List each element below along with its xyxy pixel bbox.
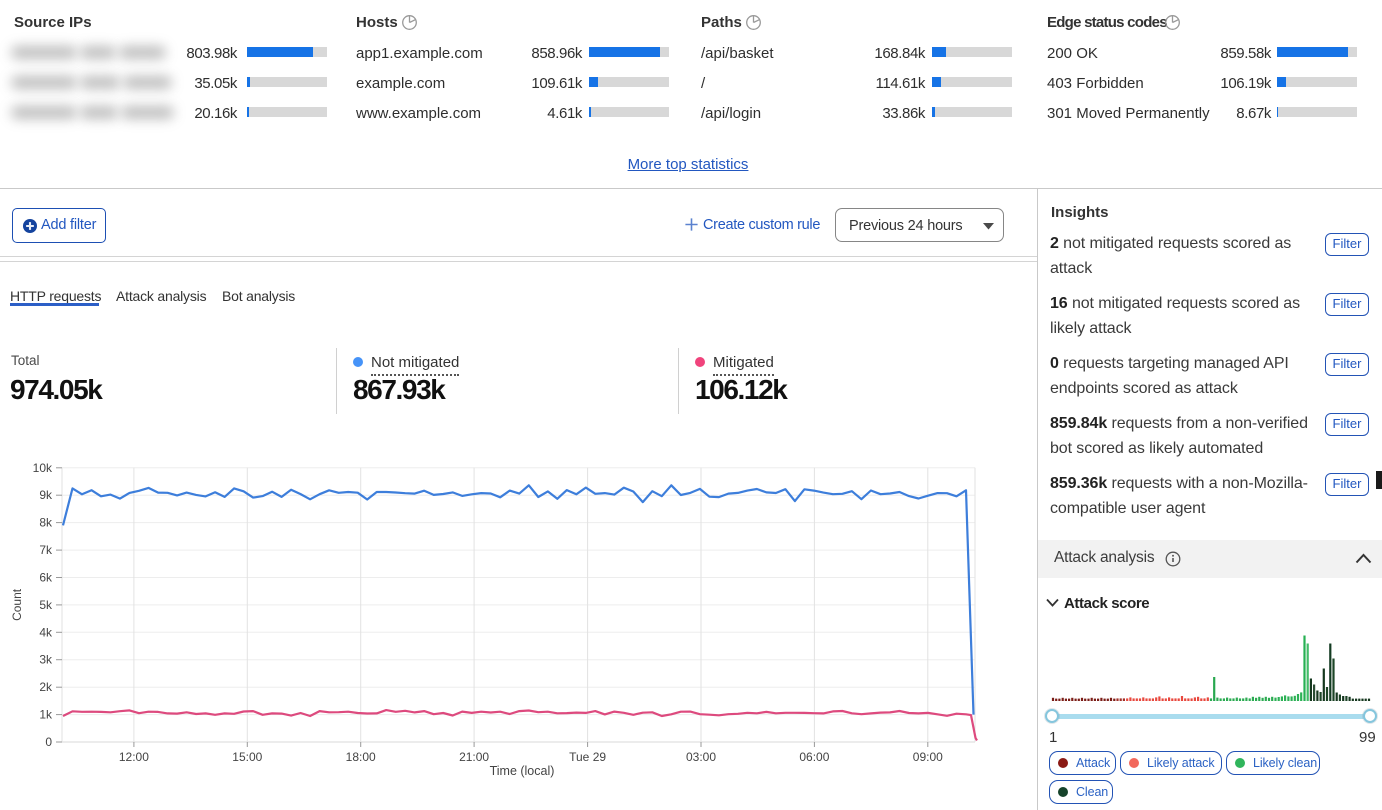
svg-text:0: 0 [45, 735, 52, 749]
svg-text:06:00: 06:00 [799, 750, 829, 764]
svg-text:6k: 6k [39, 571, 53, 585]
svg-text:09:00: 09:00 [913, 750, 943, 764]
svg-text:15:00: 15:00 [232, 750, 262, 764]
svg-text:10k: 10k [33, 461, 53, 475]
svg-text:2k: 2k [39, 680, 53, 694]
svg-text:7k: 7k [39, 543, 53, 557]
svg-text:5k: 5k [39, 598, 53, 612]
svg-text:18:00: 18:00 [346, 750, 376, 764]
svg-text:1k: 1k [39, 708, 53, 722]
svg-text:Time (local): Time (local) [490, 764, 555, 778]
svg-text:03:00: 03:00 [686, 750, 716, 764]
svg-text:4k: 4k [39, 625, 53, 639]
svg-text:Count: Count [10, 588, 24, 621]
svg-text:8k: 8k [39, 516, 53, 530]
svg-text:21:00: 21:00 [459, 750, 489, 764]
svg-text:9k: 9k [39, 488, 53, 502]
svg-text:12:00: 12:00 [119, 750, 149, 764]
svg-text:3k: 3k [39, 653, 53, 667]
svg-text:Tue 29: Tue 29 [569, 750, 606, 764]
